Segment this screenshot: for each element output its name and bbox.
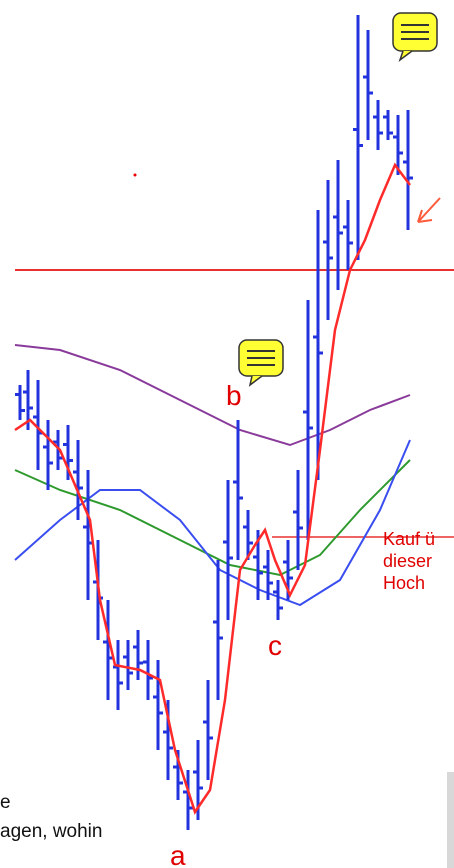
price-bar xyxy=(303,300,313,540)
price-bar xyxy=(43,420,53,490)
price-bar xyxy=(133,630,143,680)
price-bar xyxy=(393,115,403,175)
price-bar xyxy=(363,30,373,140)
price-bar xyxy=(123,640,133,690)
wave-label: b xyxy=(226,380,242,411)
wave-label: a xyxy=(170,840,186,868)
text-fragment: e xyxy=(0,792,11,813)
price-bar xyxy=(383,110,393,140)
purple-average xyxy=(14,344,411,447)
price-bar xyxy=(213,560,223,700)
price-bar xyxy=(243,510,253,560)
arrow xyxy=(417,197,441,223)
dot xyxy=(133,173,137,177)
price-bar xyxy=(343,200,353,270)
price-bar xyxy=(323,180,333,320)
note-line: Hoch xyxy=(383,573,426,593)
price-bar xyxy=(73,440,83,520)
price-bar xyxy=(333,160,343,290)
price-bar xyxy=(373,100,383,150)
side-panel xyxy=(447,772,454,868)
price-bar xyxy=(233,420,243,560)
price-bar xyxy=(183,770,193,830)
price-average xyxy=(14,162,411,815)
price-bar xyxy=(273,580,283,620)
note-line: dieser xyxy=(383,551,433,571)
price-bar xyxy=(313,210,323,480)
note-line: Kauf ü xyxy=(383,529,436,549)
price-bar xyxy=(353,15,363,260)
price-bar xyxy=(263,550,273,600)
price-bar xyxy=(403,110,413,230)
comment-icon xyxy=(238,339,284,387)
comment-icon xyxy=(392,12,438,63)
price-bar xyxy=(143,640,153,700)
price-bar xyxy=(153,660,163,750)
price-bar xyxy=(113,640,123,710)
wave-label: c xyxy=(268,630,282,661)
price-bar xyxy=(15,385,25,420)
price-bar xyxy=(223,480,233,620)
price-bar xyxy=(293,470,303,570)
text-fragment: agen, wohin xyxy=(0,821,103,842)
price-bar xyxy=(203,680,213,780)
